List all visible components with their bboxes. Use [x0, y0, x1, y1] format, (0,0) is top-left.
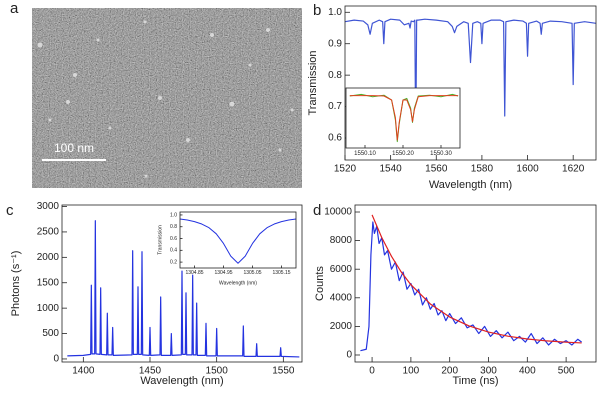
axes-frame [61, 204, 303, 363]
x-axis-label: Wavelength (nm) [219, 280, 257, 286]
y-axis-label: Photons (s⁻¹) [10, 251, 22, 317]
x-tick-label: 0 [369, 366, 375, 377]
y-tick-label: 0.4 [170, 248, 177, 254]
x-tick-label: 1550 [272, 366, 295, 377]
x-tick-label: 1550.30 [430, 151, 452, 157]
x-tick-label: 100 [403, 366, 420, 377]
y-tick-label: 0.8 [328, 70, 342, 81]
x-tick-label: 300 [480, 366, 497, 377]
x-tick-label: 1600 [516, 164, 539, 175]
x-tick-label: 1305.05 [243, 270, 261, 276]
y-tick-label: 0.2 [170, 259, 177, 265]
panel-label: b [313, 2, 321, 19]
x-tick-label: 1450 [139, 366, 162, 377]
x-tick-label: 200 [441, 366, 458, 377]
micrograph: 100 nm [32, 8, 302, 188]
data-line [344, 18, 597, 149]
panel-label: d [313, 202, 321, 219]
chart: 1550.10 1550.20 1550.30 [345, 87, 461, 157]
x-tick-label: 1540 [380, 164, 403, 175]
panel-label: c [6, 202, 14, 219]
y-tick-label: 1000 [37, 303, 60, 314]
y-axis-label: Transmission [307, 51, 319, 116]
x-tick-label: 1580 [471, 164, 494, 175]
chart: 1520 1540 1560 1580 1600 1620 0.6 0.7 0.8 0.9 1.0 W… [307, 5, 597, 191]
y-tick-label: 0.8 [170, 224, 177, 230]
y-tick-label: 1.0 [328, 7, 342, 18]
y-tick-label: 0 [53, 354, 59, 365]
data-line [67, 220, 300, 358]
x-tick-label: 1550.10 [354, 151, 376, 157]
inset-bg [180, 212, 296, 268]
axes-frame [344, 5, 597, 161]
y-tick-label: 2000 [330, 321, 353, 332]
y-tick-label: 500 [42, 328, 59, 339]
y-tick-label: 1500 [37, 277, 60, 288]
chart: 1304.85 1304.95 1305.05 1305.15 0.2 0.4 0.6 0.8… [157, 211, 297, 286]
y-tick-label: 1.0 [170, 212, 177, 218]
chart: 0 100 200 300 400 500 0 2000 4000 6000 8000 10000 Ti… [314, 204, 597, 387]
chart: 1400 1450 1500 1550 0 500 1000 1500 2000 2500 3000… [10, 201, 303, 387]
y-tick-label: 0.7 [328, 101, 342, 112]
x-tick-label: 1304.85 [185, 270, 203, 276]
x-tick-label: 400 [519, 366, 536, 377]
panel-label: a [10, 0, 19, 17]
scale-bar-label: 100 nm [54, 141, 94, 155]
x-tick-label: 1520 [334, 164, 357, 175]
x-axis-label: Wavelength (nm) [140, 375, 223, 387]
inset-bg [346, 88, 460, 148]
x-tick-label: 1560 [425, 164, 448, 175]
y-tick-label: 2500 [37, 227, 60, 238]
y-tick-label: 0.9 [328, 38, 342, 49]
micrograph-grain [32, 8, 302, 188]
y-axis-label: Transmission [157, 225, 163, 255]
axes-frame [345, 87, 461, 149]
y-tick-label: 0 [346, 350, 352, 361]
y-tick-label: 0.6 [170, 236, 177, 242]
y-axis-label: Counts [314, 266, 326, 301]
x-axis-label: Wavelength (nm) [429, 179, 512, 191]
data-line [371, 214, 582, 344]
data-line [179, 218, 297, 264]
x-tick-label: 1400 [72, 366, 95, 377]
y-tick-label: 8000 [330, 235, 353, 246]
data-line [360, 221, 582, 352]
axes-frame [179, 211, 297, 269]
x-tick-label: 1550.20 [392, 151, 414, 157]
axes-frame [354, 204, 597, 363]
y-tick-label: 2000 [37, 252, 60, 263]
y-tick-label: 6000 [330, 264, 353, 275]
y-tick-label: 0.6 [328, 133, 342, 144]
data-line [349, 95, 459, 141]
x-axis-label: Time (ns) [452, 375, 498, 387]
x-tick-label: 1305.15 [272, 270, 290, 276]
y-tick-label: 10000 [324, 207, 352, 218]
x-tick-label: 1620 [562, 164, 585, 175]
x-tick-label: 1304.95 [214, 270, 232, 276]
particles [37, 20, 294, 178]
y-tick-label: 4000 [330, 292, 353, 303]
y-tick-label: 3000 [37, 201, 60, 212]
x-tick-label: 500 [558, 366, 575, 377]
x-tick-label: 1500 [206, 366, 229, 377]
